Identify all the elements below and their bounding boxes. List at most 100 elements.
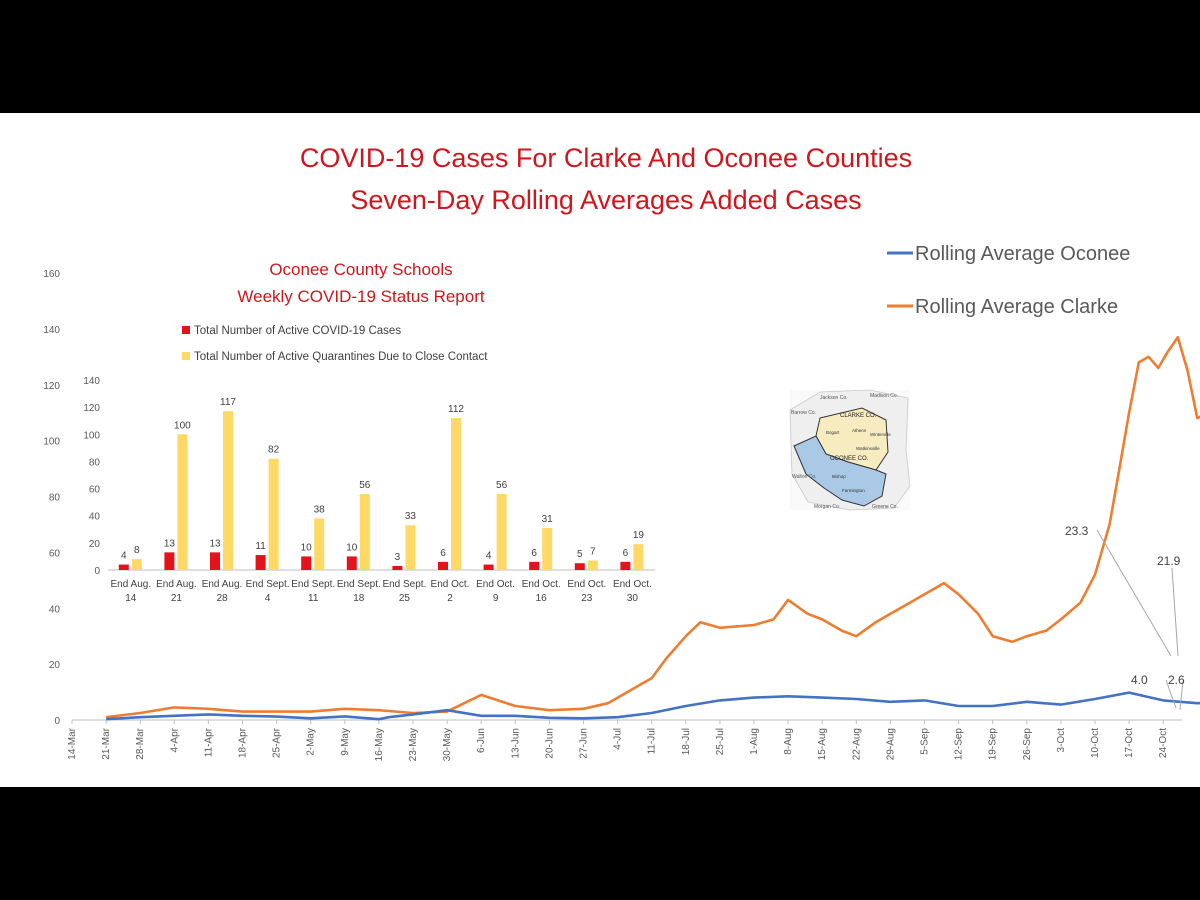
y-tick-label-140: 140 (43, 325, 60, 336)
map-label-jackson: Jackson Co. (820, 395, 848, 401)
map-label-morgan: Morgan Co. (814, 504, 840, 510)
x-tick-label-4-Jul: 4-Jul (613, 728, 624, 750)
inset-category-label-line-1-10: End Oct. (567, 579, 606, 590)
quarantines-bar-5 (359, 494, 370, 570)
quarantines-value-11: 19 (633, 530, 645, 541)
inset-category-label-line-1-9: End Oct. (522, 579, 561, 590)
active-cases-value-8: 4 (486, 551, 492, 562)
x-tick-label-6-Jun: 6-Jun (476, 728, 487, 753)
active-cases-bar-5 (346, 556, 357, 570)
quarantines-bar-11 (633, 544, 644, 570)
quarantines-value-7: 112 (448, 404, 464, 415)
x-tick-label-3-Oct: 3-Oct (1056, 728, 1067, 753)
quarantines-value-2: 117 (220, 397, 236, 408)
quarantines-bar-1 (177, 434, 188, 570)
inset-category-label-line-1-5: End Sept. (337, 579, 381, 590)
map-label-bogart: Bogart (826, 430, 840, 435)
x-tick-label-4-Apr: 4-Apr (169, 727, 180, 752)
x-tick-label-18-Apr: 18-Apr (238, 727, 249, 758)
y-tick-label-40: 40 (49, 604, 61, 615)
x-tick-label-16-May: 16-May (374, 728, 385, 761)
inset-category-label-line-1-7: End Oct. (431, 579, 470, 590)
x-tick-label-20-Jun: 20-Jun (544, 728, 555, 759)
x-tick-label-27-Jun: 27-Jun (579, 728, 590, 759)
map-label-oconee: OCONEE CO. (830, 456, 869, 462)
inset-y-tick-label-40: 40 (89, 512, 101, 523)
map-label-watkinsville: Watkinsville (856, 446, 880, 451)
inset-legend-label-cases: Total Number of Active COVID-19 Cases (194, 325, 401, 337)
active-cases-bar-6 (392, 565, 403, 570)
active-cases-value-7: 6 (440, 548, 446, 559)
y-tick-label-160: 160 (43, 269, 60, 280)
inset-category-label-line-2-6: 25 (399, 593, 411, 604)
quarantines-value-1: 100 (174, 420, 191, 431)
chart-title-line-1: COVID-19 Cases For Clarke And Oconee Cou… (300, 143, 912, 173)
series-line-rolling-average-oconee (106, 691, 1200, 721)
x-tick-label-24-Oct: 24-Oct (1158, 728, 1169, 758)
active-cases-bar-9 (529, 561, 540, 570)
quarantines-bar-8 (496, 494, 507, 570)
inset-category-label-line-1-3: End Sept. (246, 579, 290, 590)
map-label-walton: Walton Co. (792, 474, 817, 480)
y-tick-label-60: 60 (49, 548, 61, 559)
map-label-clarke: CLARKE CO. (840, 413, 877, 419)
active-cases-value-11: 6 (623, 548, 629, 559)
active-cases-bar-1 (164, 552, 175, 570)
map-label-winterville: Winterville (870, 432, 891, 437)
inset-category-label-line-2-1: 21 (171, 593, 183, 604)
x-tick-label-30-May: 30-May (442, 728, 453, 761)
x-tick-label-23-May: 23-May (408, 728, 419, 761)
active-cases-bar-7 (438, 561, 448, 570)
quarantines-bar-3 (268, 458, 279, 570)
inset-category-label-line-1-11: End Oct. (613, 579, 652, 590)
covid-chart: COVID-19 Cases For Clarke And Oconee Cou… (43, 143, 1200, 761)
active-cases-bar-10 (574, 563, 585, 570)
quarantines-value-3: 82 (268, 445, 280, 456)
x-tick-label-10-Oct: 10-Oct (1090, 728, 1101, 758)
active-cases-bar-3 (255, 555, 266, 570)
x-tick-label-11-Jul: 11-Jul (647, 728, 658, 755)
x-tick-label-12-Sep: 12-Sep (954, 728, 965, 761)
county-map-inset: Jackson Co. Madison Co. Barrow Co. CLARK… (789, 389, 911, 511)
inset-category-label-line-2-7: 2 (447, 593, 453, 604)
quarantines-value-5: 56 (359, 480, 371, 491)
inset-category-label-line-1-6: End Sept. (382, 579, 426, 590)
annotation-21-9: 21.9 (1157, 554, 1181, 568)
active-cases-bar-11 (620, 561, 631, 570)
legend-label-clarke: Rolling Average Clarke (915, 296, 1118, 318)
inset-category-label-line-1-1: End Aug. (156, 579, 197, 590)
active-cases-value-3: 11 (255, 541, 266, 552)
map-oconee-county (793, 435, 887, 507)
inset-category-label-line-1-8: End Oct. (476, 579, 515, 590)
inset-category-label-line-2-9: 16 (536, 593, 548, 604)
inset-legend-label-quarantines: Total Number of Active Quarantines Due t… (194, 351, 488, 363)
x-tick-label-28-Mar: 28-Mar (135, 727, 146, 759)
inset-category-label-line-1-4: End Sept. (291, 579, 335, 590)
inset-y-tick-label-80: 80 (89, 457, 101, 468)
end-annotations: 23.3 21.9 4.0 2.6 (1065, 524, 1185, 711)
y-tick-label-0: 0 (54, 716, 60, 727)
y-tick-label-100: 100 (43, 437, 60, 448)
x-tick-label-29-Aug: 29-Aug (885, 728, 896, 760)
quarantines-bar-7 (451, 418, 461, 570)
inset-y-tick-label-20: 20 (89, 539, 101, 550)
active-cases-value-6: 3 (395, 552, 401, 563)
inset-y-tick-label-60: 60 (89, 485, 101, 496)
quarantines-bar-4 (314, 518, 325, 570)
inset-category-label-line-1-0: End Aug. (111, 579, 152, 590)
inset-y-tick-label-100: 100 (83, 430, 100, 441)
x-tick-label-18-Jul: 18-Jul (681, 728, 692, 755)
inset-category-label-line-2-2: 28 (216, 593, 228, 604)
active-cases-bar-4 (301, 556, 312, 570)
active-cases-bar-2 (210, 552, 220, 570)
inset-category-label-line-2-5: 18 (353, 593, 365, 604)
inset-category-label-line-2-8: 9 (493, 593, 499, 604)
active-cases-value-1: 13 (164, 538, 176, 549)
active-cases-bar-0 (118, 564, 129, 570)
inset-legend-swatch-quarantines (182, 352, 190, 360)
x-tick-label-9-May: 9-May (340, 728, 351, 756)
x-tick-label-2-May: 2-May (306, 728, 317, 756)
quarantines-value-4: 38 (314, 504, 326, 515)
x-tick-label-19-Sep: 19-Sep (988, 728, 999, 761)
